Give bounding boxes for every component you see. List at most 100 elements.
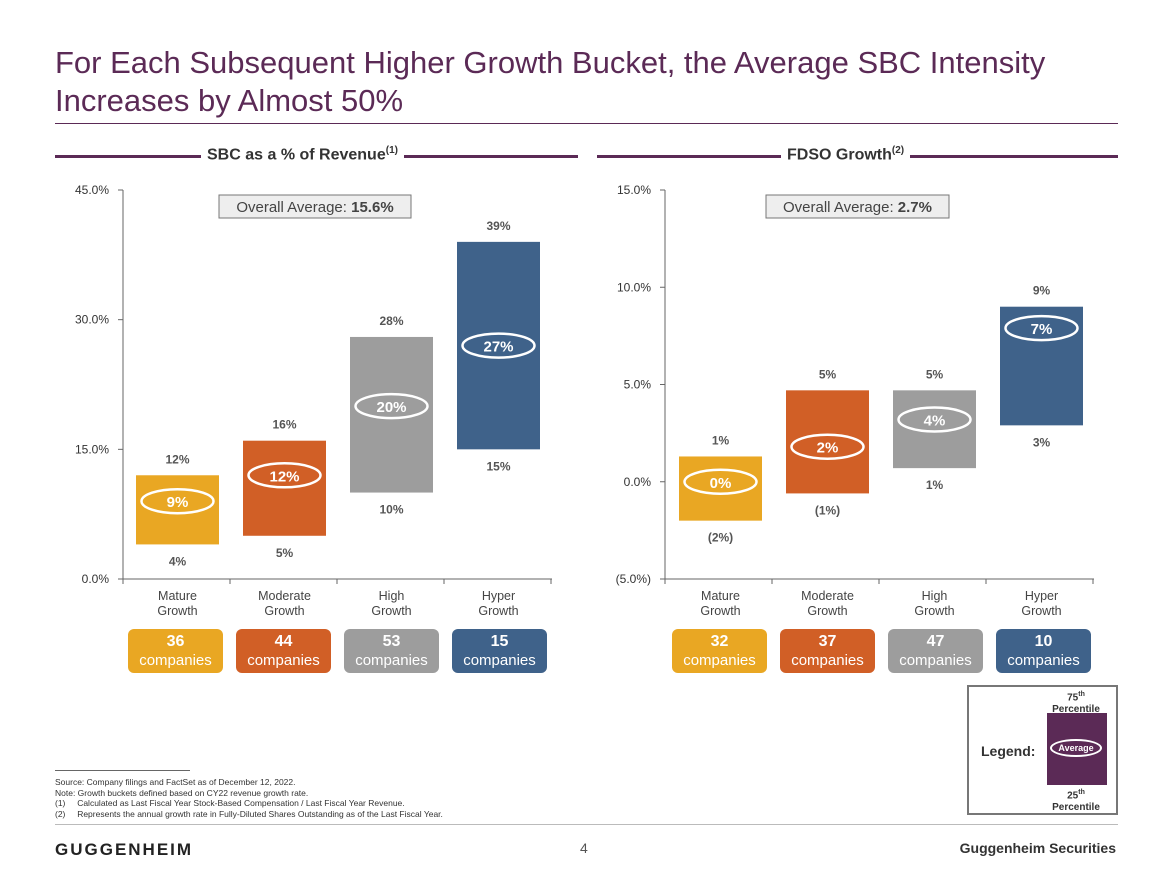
- bar-hyper: [457, 241, 540, 450]
- y-tick-label: 0.0%: [82, 572, 110, 586]
- overall-average-label: Overall Average: 15.6%: [236, 199, 393, 216]
- footnote-2: (2) Represents the annual growth rate in…: [55, 808, 443, 819]
- legend-bottom-sup: th: [1078, 789, 1085, 796]
- category-label-line2: Growth: [914, 604, 954, 618]
- category-label-line1: Mature: [158, 589, 197, 603]
- category-label-line1: High: [922, 589, 948, 603]
- guggenheim-logo: GUGGENHEIM: [55, 840, 194, 859]
- average-oval-moderate: [247, 462, 322, 489]
- company-count-mature: 36 companies: [128, 629, 223, 673]
- panel-header-fdso: FDSO Growth(2): [597, 145, 1118, 167]
- page-title: For Each Subsequent Higher Growth Bucket…: [55, 45, 1046, 118]
- legend-top-num: 75: [1067, 692, 1079, 704]
- average-label-moderate: 2%: [817, 440, 839, 457]
- company-count-label: companies: [139, 652, 212, 669]
- p75-label-hyper: 9%: [1033, 284, 1051, 298]
- legend-bottom-num: 25: [1067, 790, 1079, 802]
- page-number: 4: [580, 840, 588, 856]
- legend-average-oval: Average: [1050, 739, 1102, 757]
- bar-moderate: [786, 390, 869, 494]
- category-label-line1: High: [379, 589, 405, 603]
- overall-average-box: [765, 194, 950, 219]
- category-label-line1: Mature: [701, 589, 740, 603]
- category-label-line2: Growth: [700, 604, 740, 618]
- category-label-line1: Moderate: [258, 589, 311, 603]
- overall-average-text: Overall Average:: [236, 199, 351, 216]
- company-count-high: 53 companies: [344, 629, 439, 673]
- chart-title-text: FDSO Growth: [787, 146, 892, 164]
- p25-label-hyper: 3%: [1033, 435, 1051, 449]
- average-label-hyper: 27%: [483, 339, 513, 356]
- p75-label-high: 5%: [926, 367, 944, 381]
- average-oval-high: [354, 392, 429, 420]
- p25-label-high: 1%: [926, 478, 944, 492]
- company-count-label: companies: [899, 652, 972, 669]
- y-tick-label: 0.0%: [624, 475, 652, 489]
- y-tick-label: 5.0%: [624, 378, 652, 392]
- legend-75th-label: 75th Percentile: [1035, 689, 1117, 716]
- company-count-number: 37: [818, 633, 837, 650]
- category-label-line2: Growth: [157, 604, 197, 618]
- panel-header-sbc: SBC as a % of Revenue(1): [55, 145, 578, 167]
- legend-top-word: Percentile: [1052, 704, 1100, 716]
- average-oval-mature: [140, 487, 215, 515]
- p75-label-mature: 1%: [712, 433, 730, 447]
- company-count-number: 47: [926, 633, 945, 650]
- y-tick-label: 30.0%: [75, 313, 109, 327]
- company-count-number: 44: [274, 633, 293, 650]
- average-label-mature: 9%: [167, 494, 189, 511]
- legend: 75th Percentile Legend: Average 25th Per…: [967, 685, 1118, 815]
- overall-average-text: Overall Average:: [783, 199, 898, 216]
- average-label-moderate: 12%: [269, 468, 299, 485]
- overall-average-value: 15.6%: [351, 199, 394, 216]
- p75-label-high: 28%: [379, 314, 403, 328]
- footnote-1: (1) Calculated as Last Fiscal Year Stock…: [55, 798, 405, 808]
- chart-title-sup: (1): [385, 145, 398, 156]
- p75-label-mature: 12%: [165, 452, 189, 466]
- category-label-line1: Hyper: [482, 589, 515, 603]
- average-label-hyper: 7%: [1031, 321, 1053, 338]
- p25-label-high: 10%: [379, 503, 403, 517]
- y-tick-label: 15.0%: [617, 183, 651, 197]
- chart-title-sup: (2): [891, 145, 905, 156]
- footnote-note: Note: Growth buckets defined based on CY…: [55, 787, 309, 798]
- company-count-hyper: 15 companies: [452, 629, 547, 673]
- bar-high: [893, 390, 976, 469]
- company-count-label: companies: [1007, 652, 1080, 669]
- footnote-source: Source: Company filings and FactSet as o…: [55, 777, 296, 787]
- overall-average-label: Overall Average: 2.7%: [783, 199, 932, 216]
- y-tick-label: 10.0%: [617, 280, 651, 294]
- company-count-mature: 32 companies: [672, 629, 767, 673]
- company-count-hyper: 10 companies: [996, 629, 1091, 673]
- category-label-line2: Growth: [264, 604, 304, 618]
- p25-label-hyper: 15%: [486, 459, 510, 473]
- chart-title-sbc: SBC as a % of Revenue(1): [201, 145, 404, 165]
- p75-label-moderate: 16%: [272, 418, 296, 432]
- company-count-moderate: 44 companies: [236, 629, 331, 673]
- bar-hyper: [1000, 306, 1083, 426]
- title-rule: [55, 123, 1118, 124]
- category-label-line1: Moderate: [801, 589, 854, 603]
- average-oval-high: [897, 406, 972, 433]
- legend-label: Legend:: [981, 743, 1036, 759]
- average-label-high: 20%: [376, 399, 406, 416]
- legend-25th-label: 25th Percentile: [1035, 787, 1117, 814]
- company-count-moderate: 37 companies: [780, 629, 875, 673]
- category-label-line2: Growth: [478, 604, 518, 618]
- legend-top-sup: th: [1078, 691, 1085, 698]
- average-oval-hyper: [1004, 314, 1079, 342]
- company-count-number: 15: [490, 633, 509, 650]
- company-count-number: 32: [710, 633, 729, 650]
- y-tick-label: 45.0%: [75, 183, 109, 197]
- y-tick-label: 15.0%: [75, 442, 109, 456]
- company-count-number: 36: [166, 633, 185, 650]
- average-oval-mature: [683, 468, 758, 495]
- p25-label-mature: (2%): [708, 531, 733, 545]
- average-oval-hyper: [461, 332, 536, 359]
- company-count-number: 10: [1034, 633, 1053, 650]
- company-count-label: companies: [683, 652, 756, 669]
- company-count-number: 53: [382, 633, 401, 650]
- company-count-label: companies: [463, 652, 536, 669]
- p25-label-moderate: 5%: [276, 546, 294, 560]
- category-label-line1: Hyper: [1025, 589, 1058, 603]
